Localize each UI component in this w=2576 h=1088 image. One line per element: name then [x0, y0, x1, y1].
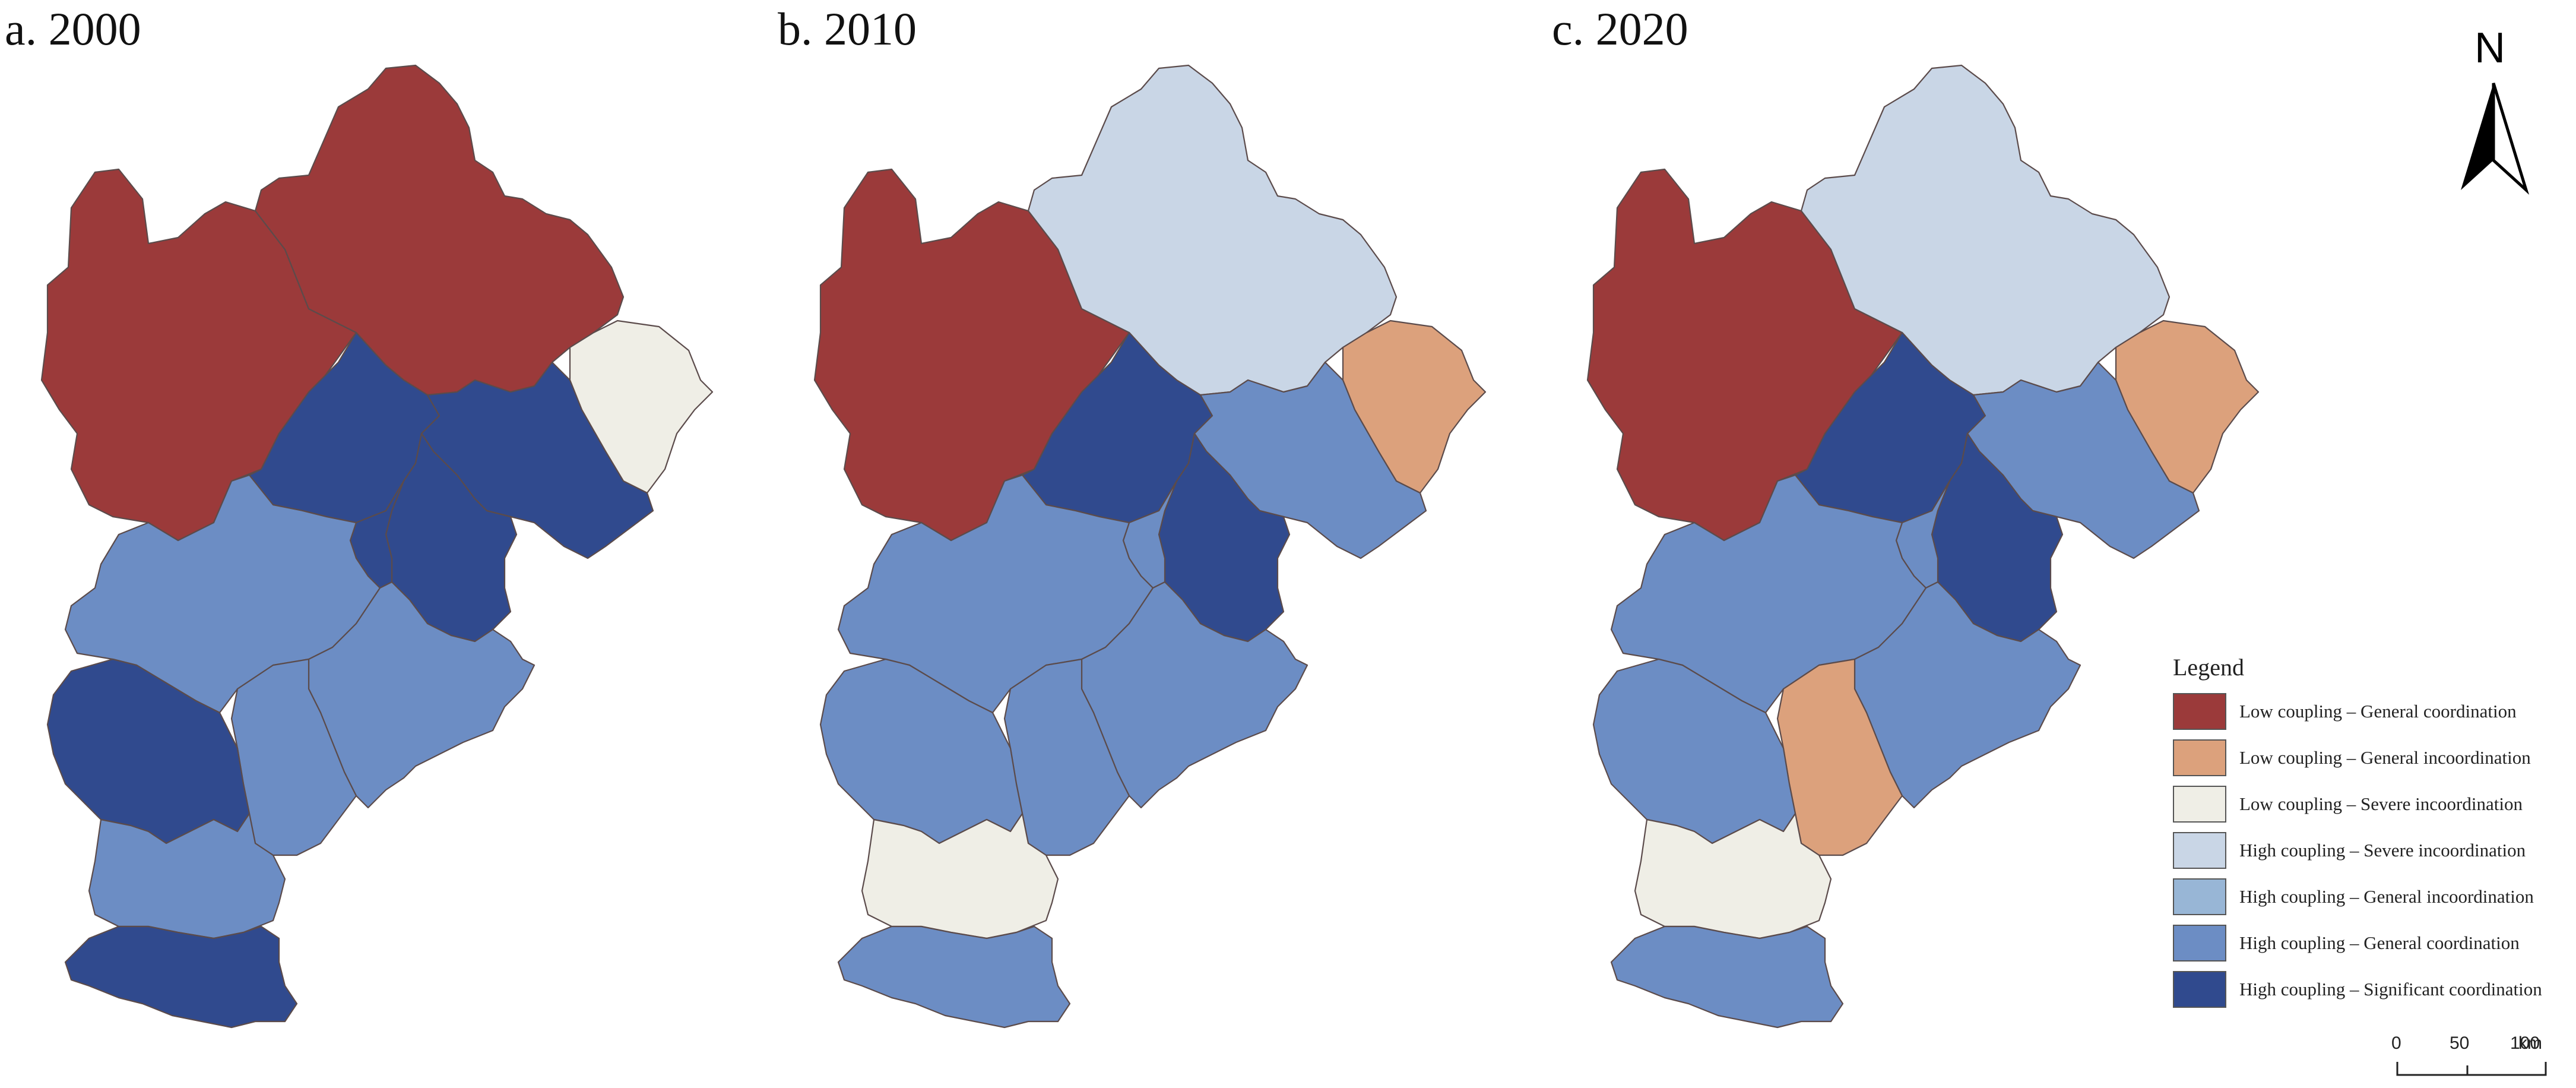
region-handan [837, 925, 1071, 1029]
legend: Legend Low coupling – General coordinati… [2173, 653, 2565, 1013]
legend-swatch [2173, 832, 2226, 869]
scale-tick-0: 0 [2391, 1033, 2401, 1053]
legend-swatch [2173, 971, 2226, 1008]
legend-item-high-general-incoordination: High coupling – General incoordination [2173, 874, 2565, 920]
region-xingtai [861, 812, 1059, 940]
region-xingtai [88, 812, 286, 940]
legend-item-low-general-coordination: Low coupling – General coordination [2173, 688, 2565, 735]
legend-label: High coupling – Significant coordination [2239, 979, 2542, 1000]
map-panel-b [813, 64, 1487, 1029]
legend-swatch [2173, 739, 2226, 776]
legend-item-high-general-coordination: High coupling – General coordination [2173, 920, 2565, 966]
map-panel-c [1586, 64, 2260, 1029]
legend-swatch [2173, 786, 2226, 823]
panel-title-2000: a. 2000 [5, 3, 141, 55]
legend-label: High coupling – General incoordination [2239, 886, 2534, 907]
region-handan [1610, 925, 1844, 1029]
map-panel-a [40, 64, 714, 1029]
north-arrow-icon [2461, 83, 2529, 195]
north-label: N [2474, 24, 2505, 72]
legend-item-high-severe-incoordination: High coupling – Severe incoordination [2173, 827, 2565, 874]
scale-bar-line [2396, 1062, 2547, 1076]
region-xingtai [1634, 812, 1832, 940]
legend-swatch [2173, 693, 2226, 730]
legend-item-low-general-incoordination: Low coupling – General incoordination [2173, 735, 2565, 781]
legend-item-low-severe-incoordination: Low coupling – Severe incoordination [2173, 781, 2565, 827]
legend-label: High coupling – Severe incoordination [2239, 840, 2526, 861]
legend-label: Low coupling – General incoordination [2239, 747, 2531, 768]
legend-item-high-significant-coordination: High coupling – Significant coordination [2173, 966, 2565, 1013]
scale-tick-100: 100 [2510, 1033, 2540, 1053]
legend-label: Low coupling – General coordination [2239, 701, 2517, 722]
scale-tick-50: 50 [2450, 1033, 2470, 1053]
scale-bar: 0 50 100 km [2391, 1033, 2552, 1081]
legend-title: Legend [2173, 654, 2244, 681]
legend-label: Low coupling – Severe incoordination [2239, 793, 2523, 814]
legend-swatch [2173, 878, 2226, 915]
panel-title-2010: b. 2010 [778, 3, 917, 55]
scale-unit: km [2518, 1033, 2542, 1053]
region-handan [64, 925, 298, 1029]
legend-swatch [2173, 925, 2226, 962]
panel-title-2020: c. 2020 [1552, 3, 1688, 55]
legend-label: High coupling – General coordination [2239, 932, 2520, 953]
